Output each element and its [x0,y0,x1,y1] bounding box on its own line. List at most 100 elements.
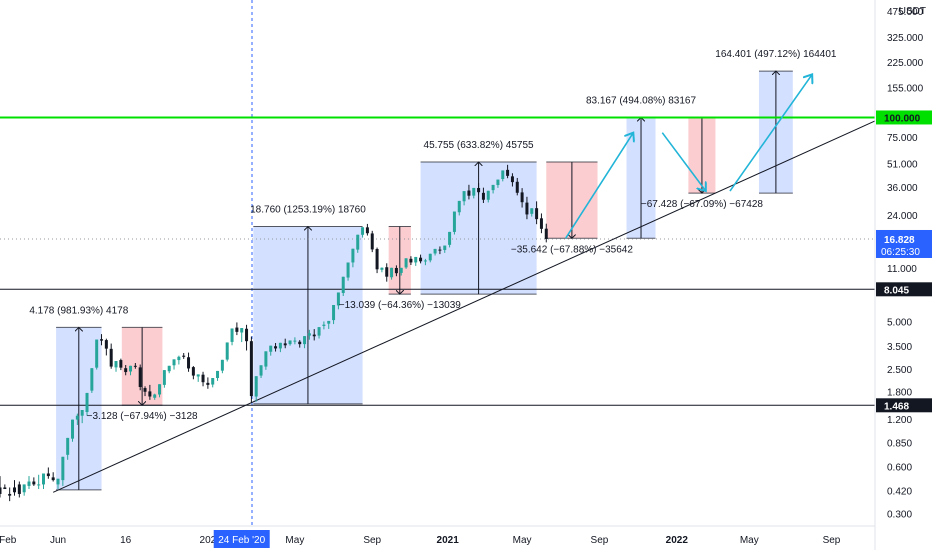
candle-body[interactable] [472,187,476,196]
candle-body[interactable] [467,190,471,196]
candle-body[interactable] [75,415,79,420]
candle-body[interactable] [225,342,229,360]
candle-body[interactable] [90,368,94,391]
candle-body[interactable] [259,365,263,376]
candle-body[interactable] [506,169,510,176]
candle-body[interactable] [201,374,205,383]
candle-body[interactable] [361,227,365,235]
candle-body[interactable] [95,339,99,368]
candle-body[interactable] [206,382,210,385]
candle-body[interactable] [133,365,137,367]
candle-body[interactable] [37,484,41,486]
candle-body[interactable] [394,267,398,274]
candle-body[interactable] [317,327,321,336]
candle-body[interactable] [535,208,539,220]
candle-body[interactable] [346,262,350,278]
candle-body[interactable] [13,487,17,493]
candle-body[interactable] [51,477,55,481]
candle-body[interactable] [80,410,84,416]
candle-body[interactable] [307,333,311,336]
candle-body[interactable] [162,370,166,385]
candle-body[interactable] [71,419,75,439]
candle-body[interactable] [17,484,21,494]
projection-arrow[interactable] [729,74,812,192]
candle-body[interactable] [46,473,50,477]
candle-body[interactable] [443,245,447,250]
candle-body[interactable] [433,248,437,254]
candle-body[interactable] [356,234,360,250]
candle-body[interactable] [249,341,253,397]
candle-body[interactable] [269,345,273,352]
candle-body[interactable] [153,394,157,398]
candle-body[interactable] [414,256,418,263]
candle-body[interactable] [423,260,427,262]
candle-body[interactable] [298,341,302,345]
candle-body[interactable] [27,481,31,486]
candle-body[interactable] [177,356,181,361]
candle-body[interactable] [124,368,128,373]
candle-body[interactable] [336,292,340,306]
candle-body[interactable] [216,370,220,379]
candle-body[interactable] [85,392,89,413]
candle-body[interactable] [119,360,123,368]
candle-body[interactable] [385,267,389,277]
candle-body[interactable] [380,267,384,270]
candle-body[interactable] [61,456,65,481]
candle-body[interactable] [187,357,191,369]
candle-body[interactable] [312,334,316,337]
candle-body[interactable] [501,170,505,179]
candle-body[interactable] [332,305,336,321]
candle-body[interactable] [530,208,534,214]
trendline[interactable] [52,120,876,493]
candle-body[interactable] [182,355,186,357]
candle-body[interactable] [230,328,234,342]
candle-body[interactable] [486,190,490,200]
candle-body[interactable] [370,233,374,250]
candle-body[interactable] [191,367,195,376]
candle-body[interactable] [109,348,113,367]
candle-body[interactable] [341,276,345,294]
candle-body[interactable] [327,320,331,324]
candle-body[interactable] [365,227,369,234]
candle-body[interactable] [235,327,239,332]
candle-body[interactable] [56,478,60,485]
candle-body[interactable] [211,378,215,385]
candle-body[interactable] [428,253,432,261]
candle-body[interactable] [293,340,297,342]
candle-body[interactable] [288,340,292,345]
candle-body[interactable] [129,365,133,372]
candle-body[interactable] [544,228,548,239]
candle-body[interactable] [104,340,108,349]
candle-body[interactable] [158,384,162,395]
candle-body[interactable] [496,179,500,186]
candle-body[interactable] [452,211,456,232]
candle-body[interactable] [481,192,485,200]
candle-body[interactable] [539,218,543,229]
candle-body[interactable] [462,191,466,202]
candle-body[interactable] [457,200,461,213]
candle-body[interactable] [196,374,200,377]
candle-body[interactable] [3,487,7,490]
projection-arrow[interactable] [661,132,706,191]
candle-body[interactable] [100,339,104,341]
candle-body[interactable] [8,493,12,496]
candle-body[interactable] [419,257,423,262]
candle-body[interactable] [264,351,268,367]
candle-body[interactable] [22,484,26,493]
candle-body[interactable] [278,342,282,349]
candle-body[interactable] [245,328,249,342]
candle-body[interactable] [148,391,152,397]
candle-body[interactable] [525,202,529,215]
candle-body[interactable] [515,181,519,193]
candle-body[interactable] [510,176,514,183]
candle-body[interactable] [0,487,2,494]
candle-body[interactable] [254,376,258,397]
candle-body[interactable] [409,258,413,263]
candle-body[interactable] [477,187,481,193]
candle-body[interactable] [274,346,278,349]
candle-body[interactable] [143,388,147,392]
candle-body[interactable] [491,184,495,191]
candle-body[interactable] [399,267,403,273]
candle-body[interactable] [351,248,355,263]
